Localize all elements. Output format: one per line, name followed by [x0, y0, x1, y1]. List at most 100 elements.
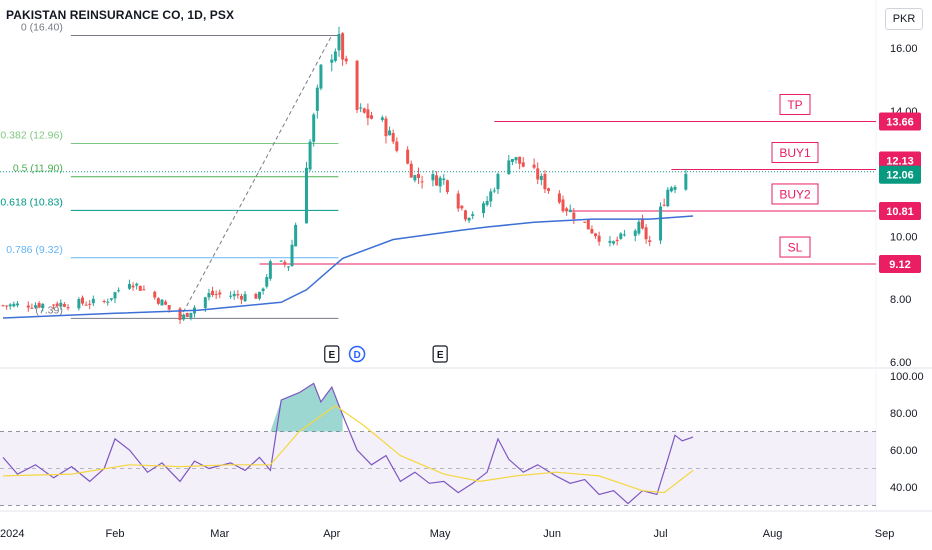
candle-body	[142, 289, 146, 291]
candle-body	[612, 241, 616, 244]
candle-body	[583, 221, 587, 223]
fib-level-label: 0.382 (12.96)	[0, 129, 62, 141]
candle-body	[337, 34, 341, 51]
candle-body	[232, 293, 236, 297]
time-tick-label: 2024	[0, 528, 24, 540]
candle-body	[492, 190, 496, 192]
event-marker-d[interactable]: D	[348, 345, 366, 363]
candle-body	[41, 303, 45, 309]
candle-body	[164, 301, 168, 305]
candle-body	[258, 291, 262, 299]
candle-body	[597, 235, 601, 242]
rsi-tick-label: 40.00	[890, 482, 918, 494]
event-marker-e[interactable]: E	[324, 345, 340, 363]
level-tag-text: SL	[788, 241, 803, 255]
event-marker-e[interactable]: E	[432, 345, 448, 363]
candle-body	[203, 297, 207, 308]
candles	[1, 26, 688, 324]
candle-body	[496, 173, 500, 190]
candle-body	[615, 239, 619, 242]
rsi-tick-label: 60.00	[890, 445, 918, 457]
rsi-overbought-fill	[270, 383, 343, 432]
candle-body	[1, 305, 5, 307]
price-axis-tag-bg	[879, 201, 921, 220]
candle-body	[211, 290, 215, 295]
price-axis-tag: 12.13	[879, 151, 921, 170]
candle-body	[622, 234, 626, 236]
level-tag-text: TP	[787, 98, 802, 112]
price-axis-tag-bg	[879, 165, 921, 184]
candle-body	[666, 189, 670, 207]
candle-body	[319, 64, 323, 89]
candle-body	[384, 118, 388, 137]
level-tag-buy2[interactable]: BUY2	[771, 183, 819, 205]
candle-body	[489, 191, 493, 202]
candle-body	[207, 292, 211, 298]
candle-body	[539, 175, 543, 180]
candle-body	[416, 173, 420, 179]
time-tick-label: Apr	[323, 528, 340, 540]
candle-body	[5, 305, 9, 307]
level-tag-box	[779, 236, 811, 258]
candle-body	[12, 303, 16, 307]
candle-body	[370, 115, 374, 119]
candle-body	[572, 212, 576, 219]
candle-body	[532, 164, 536, 168]
rsi-tick-label: 80.00	[890, 408, 918, 420]
earnings-marker	[432, 345, 448, 363]
candle-body	[482, 203, 486, 214]
candle-body	[261, 288, 265, 292]
candle-body	[463, 210, 467, 220]
candle-body	[594, 233, 598, 237]
candle-body	[15, 303, 19, 306]
candle-body	[77, 299, 81, 309]
fib-trend-line[interactable]	[179, 35, 333, 319]
candle-body	[88, 303, 92, 305]
event-marker-text: E	[437, 350, 444, 361]
candle-body	[8, 304, 12, 307]
candle-body	[669, 187, 673, 192]
price-axis-tag-text: 13.66	[886, 116, 914, 128]
candle-body	[153, 291, 157, 298]
candle-body	[117, 290, 121, 292]
candle-body	[507, 160, 511, 175]
candle-body	[236, 294, 240, 296]
candle-body	[543, 173, 547, 190]
candle-body	[633, 230, 637, 236]
price-axis-tag-text: 12.06	[886, 170, 914, 182]
price-axis-tag-bg	[879, 151, 921, 170]
level-tag-buy1[interactable]: BUY1	[771, 142, 819, 164]
candle-body	[344, 58, 348, 62]
candle-body	[84, 304, 88, 306]
candle-body	[471, 214, 475, 216]
price-axis-tag-text: 12.13	[886, 156, 914, 168]
level-tag-tp[interactable]: TP	[779, 93, 811, 115]
fib-level-label: 0 (16.40)	[21, 21, 63, 33]
price-tick-label: 6.00	[890, 357, 911, 369]
chart-title: PAKISTAN REINSURANCE CO, 1D, PSX	[6, 8, 235, 22]
level-tag-sl[interactable]: SL	[779, 236, 811, 258]
candle-body	[442, 178, 446, 181]
candle-body	[557, 193, 561, 203]
price-axis-tag: 12.06	[879, 165, 921, 184]
candle-body	[518, 156, 522, 164]
fib-level-label: 0.786 (9.32)	[6, 244, 63, 256]
event-marker-text: E	[328, 350, 335, 361]
candle-body	[590, 228, 594, 234]
currency-button[interactable]: PKR	[885, 8, 923, 30]
candle-body	[568, 209, 572, 212]
candle-body	[135, 283, 139, 286]
candle-body	[565, 208, 569, 212]
candle-body	[435, 175, 439, 186]
candle-body	[265, 277, 269, 287]
price-axis-tag-text: 9.12	[889, 259, 910, 271]
candle-body	[66, 307, 70, 309]
candle-body	[308, 141, 312, 170]
candle-body	[673, 186, 677, 190]
candle-body	[283, 261, 287, 265]
price-tick-label: 8.00	[890, 294, 911, 306]
candle-body	[510, 158, 514, 162]
candle-body	[380, 117, 384, 120]
price-tick-label: 16.00	[890, 43, 918, 55]
